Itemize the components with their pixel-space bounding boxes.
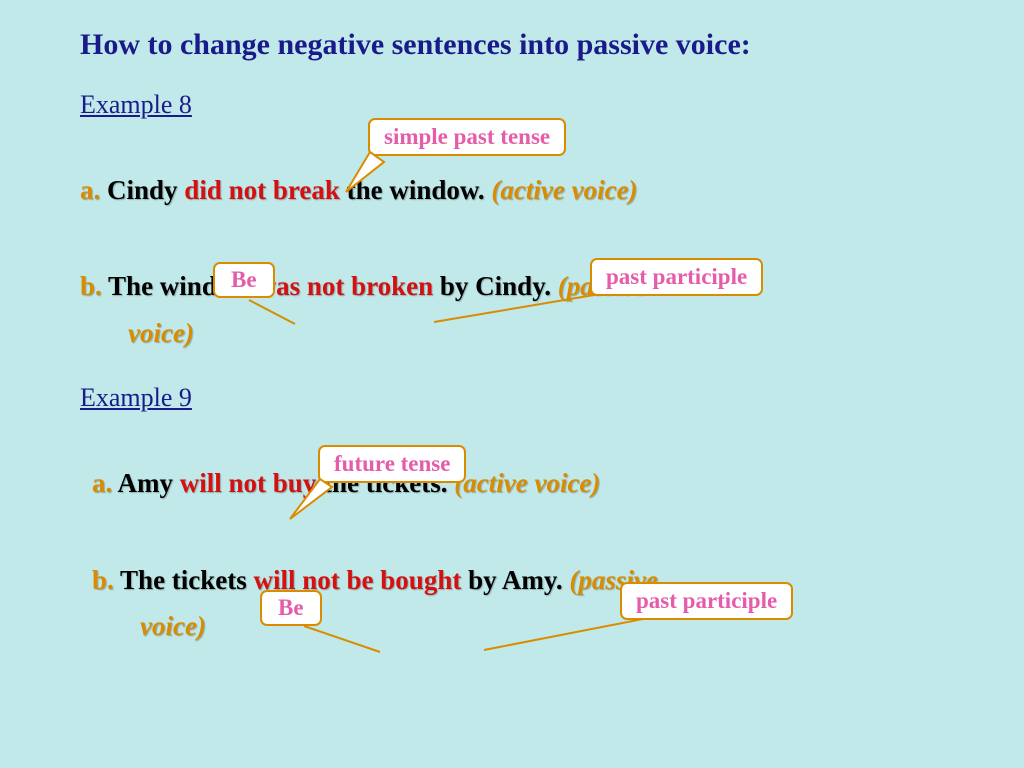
voice-label: (active voice) bbox=[491, 175, 637, 205]
ex9-sentence-b: b. The tickets will not be bought by Amy… bbox=[80, 562, 964, 598]
callout-text: future tense bbox=[334, 451, 450, 476]
callout-future-tense: future tense bbox=[318, 445, 466, 483]
callout-be-2: Be bbox=[260, 590, 322, 626]
connector-line bbox=[300, 624, 390, 658]
example-9-label: Example 9 bbox=[80, 383, 964, 413]
sentence-text: by Amy. bbox=[461, 565, 569, 595]
sentence-letter: b. bbox=[92, 565, 114, 595]
callout-simple-past: simple past tense bbox=[368, 118, 566, 156]
voice-label-cont: voice) bbox=[140, 611, 206, 641]
callout-text: simple past tense bbox=[384, 124, 550, 149]
callout-pp-2: past participle bbox=[620, 582, 793, 620]
sentence-verb: did not break bbox=[184, 175, 340, 205]
sentence-letter: b. bbox=[80, 271, 102, 301]
sentence-letter: a. bbox=[92, 468, 112, 498]
connector-line bbox=[480, 616, 660, 656]
sentence-text: Cindy bbox=[100, 175, 184, 205]
callout-text: past participle bbox=[606, 264, 747, 289]
callout-text: Be bbox=[278, 595, 304, 620]
connector-line bbox=[430, 292, 610, 328]
callout-pp-1: past participle bbox=[590, 258, 763, 296]
callout-be-1: Be bbox=[213, 262, 275, 298]
callout-text: Be bbox=[231, 267, 257, 292]
connector-line bbox=[245, 298, 305, 328]
ex9-sentence-a: a. Amy will not buy the tickets. (active… bbox=[80, 465, 964, 501]
sentence-letter: a. bbox=[80, 175, 100, 205]
callout-text: past participle bbox=[636, 588, 777, 613]
sentence-text: The tickets bbox=[114, 565, 254, 595]
ex8-sentence-a: a. Cindy did not break the window. (acti… bbox=[80, 172, 964, 208]
sentence-text: Amy bbox=[112, 468, 180, 498]
page-title: How to change negative sentences into pa… bbox=[80, 28, 964, 62]
voice-label: (active voice) bbox=[454, 468, 600, 498]
voice-label-cont: voice) bbox=[128, 318, 194, 348]
example-8-label: Example 8 bbox=[80, 90, 964, 120]
sentence-verb: was not broken bbox=[257, 271, 434, 301]
